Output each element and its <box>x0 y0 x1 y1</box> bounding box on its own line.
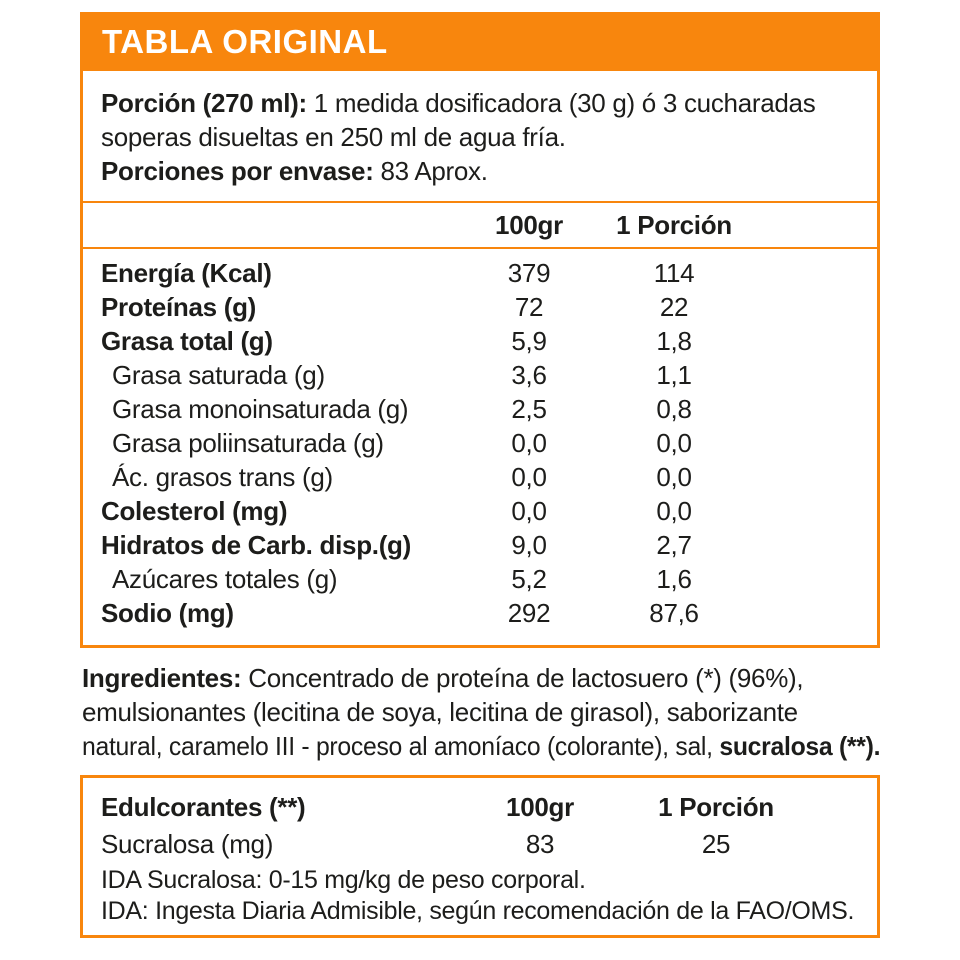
footnotes: IDA Sucralosa: 0-15 mg/kg de peso corpor… <box>83 865 877 927</box>
table-column-header: 100gr 1 Porción <box>83 201 877 249</box>
value-per-100g: 9,0 <box>511 530 547 560</box>
value-per-portion: 0,0 <box>656 428 692 458</box>
column-header-100g: 100gr <box>495 210 563 240</box>
portion-text: 1 medida dosificadora (30 g) ó 3 cuchara… <box>306 88 816 118</box>
value-per-portion: 1,8 <box>656 326 692 356</box>
table-row: Energía (Kcal) 379 114 <box>83 256 877 290</box>
table-row: Grasa monoinsaturada (g) 2,5 0,8 <box>83 392 877 426</box>
table-row: Azúcares totales (g) 5,2 1,6 <box>83 562 877 596</box>
table-row: Grasa saturada (g) 3,6 1,1 <box>83 358 877 392</box>
value-per-portion: 0,8 <box>656 394 692 424</box>
sucralose-highlight: sucralosa (**). <box>719 731 881 761</box>
ingredients-line-2: emulsionantes (lecitina de soya, lecitin… <box>82 697 798 727</box>
sweeteners-box: Edulcorantes (**) 100gr 1 Porción Sucral… <box>80 775 880 938</box>
column-header-portion: 1 Porción <box>616 210 732 240</box>
value-per-100g: 2,5 <box>511 394 547 424</box>
value-per-100g: 0,0 <box>511 496 547 526</box>
table-row: Sucralosa (mg) 83 25 <box>83 826 877 863</box>
value-per-100g: 292 <box>507 598 551 628</box>
portion-line-2: soperas disueltas en 250 ml de agua fría… <box>101 122 566 152</box>
nutrient-label: Azúcares totales (g) <box>112 564 338 594</box>
value-per-portion: 25 <box>701 829 731 859</box>
ingredients-label: Ingredientes: <box>82 663 242 693</box>
nutrient-label: Ác. grasos trans (g) <box>112 462 333 492</box>
nutrition-facts-box: Porción (270 ml): 1 medida dosificadora … <box>80 71 880 648</box>
servings-value: 83 Aprox. <box>373 156 488 186</box>
servings-label: Porciones por envase: <box>101 156 374 186</box>
value-per-portion: 22 <box>659 292 689 322</box>
sweeteners-header-row: Edulcorantes (**) 100gr 1 Porción <box>83 789 877 826</box>
table-row: Ác. grasos trans (g) 0,0 0,0 <box>83 460 877 494</box>
ingredients-line-1: Ingredientes: Concentrado de proteína de… <box>82 661 880 695</box>
ingredients-text-1: Concentrado de proteína de lactosuero (*… <box>241 663 804 693</box>
value-per-100g: 72 <box>514 292 544 322</box>
value-per-portion: 2,7 <box>656 530 692 560</box>
value-per-100g: 5,9 <box>511 326 547 356</box>
nutrient-label: Grasa monoinsaturada (g) <box>112 394 409 424</box>
nutrient-label: Grasa poliinsaturada (g) <box>112 428 384 458</box>
nutrient-label: Proteínas (g) <box>101 292 257 322</box>
ida-definition-note: IDA: Ingesta Diaria Admisible, según rec… <box>101 897 855 925</box>
value-per-portion: 1,6 <box>656 564 692 594</box>
portion-label: Porción (270 ml): <box>101 88 307 118</box>
value-per-portion: 1,1 <box>656 360 692 390</box>
nutrient-label: Energía (Kcal) <box>101 258 272 288</box>
value-per-100g: 5,2 <box>511 564 547 594</box>
table-row: Sodio (mg) 292 87,6 <box>83 596 877 630</box>
portion-line-1: Porción (270 ml): 1 medida dosificadora … <box>101 86 869 120</box>
nutrient-label: Sodio (mg) <box>101 598 234 628</box>
sweetener-label: Sucralosa (mg) <box>101 829 274 859</box>
value-per-100g: 83 <box>525 829 555 859</box>
page-title: TABLA ORIGINAL <box>102 22 388 60</box>
value-per-portion: 114 <box>653 258 695 288</box>
table-row: Grasa total (g) 5,9 1,8 <box>83 324 877 358</box>
table-row: Hidratos de Carb. disp.(g) 9,0 2,7 <box>83 528 877 562</box>
nutrient-label: Colesterol (mg) <box>101 496 288 526</box>
table-row: Colesterol (mg) 0,0 0,0 <box>83 494 877 528</box>
value-per-100g: 3,6 <box>511 360 547 390</box>
nutrition-label-sheet: TABLA ORIGINAL Porción (270 ml): 1 medid… <box>80 12 880 938</box>
value-per-100g: 0,0 <box>511 462 547 492</box>
table-row: Grasa poliinsaturada (g) 0,0 0,0 <box>83 426 877 460</box>
sweeteners-column-portion: 1 Porción <box>658 792 774 822</box>
title-bar: TABLA ORIGINAL <box>80 12 880 71</box>
value-per-portion: 87,6 <box>649 598 699 628</box>
ingredients-paragraph: Ingredientes: Concentrado de proteína de… <box>80 661 880 763</box>
serving-info: Porción (270 ml): 1 medida dosificadora … <box>83 71 877 201</box>
nutrient-label: Hidratos de Carb. disp.(g) <box>101 530 412 560</box>
nutrient-label: Grasa saturada (g) <box>112 360 325 390</box>
ingredients-text-3: natural, caramelo III - proceso al amoní… <box>82 731 720 761</box>
nutrient-label: Grasa total (g) <box>101 326 273 356</box>
value-per-portion: 0,0 <box>656 462 692 492</box>
value-per-portion: 0,0 <box>656 496 692 526</box>
ingredients-line-3: natural, caramelo III - proceso al amoní… <box>82 729 880 763</box>
ida-sucralose-note: IDA Sucralosa: 0-15 mg/kg de peso corpor… <box>101 866 586 894</box>
value-per-100g: 0,0 <box>511 428 547 458</box>
servings-per-container: Porciones por envase: 83 Aprox. <box>101 154 869 188</box>
value-per-100g: 379 <box>507 258 551 288</box>
sweeteners-title: Edulcorantes (**) <box>101 792 306 822</box>
nutrition-rows: Energía (Kcal) 379 114 Proteínas (g) 72 22 G… <box>83 249 877 645</box>
table-row: Proteínas (g) 72 22 <box>83 290 877 324</box>
sweeteners-column-100g: 100gr <box>506 792 574 822</box>
